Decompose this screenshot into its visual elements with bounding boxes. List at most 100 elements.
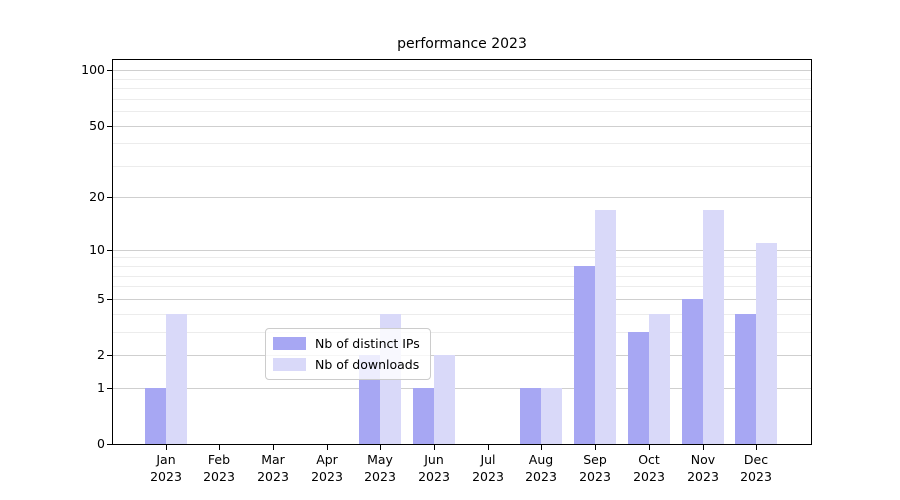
x-tick-mark: [703, 445, 704, 450]
bar-distinct-ips-nov: [682, 298, 703, 444]
legend-swatch-distinct-ips: [273, 337, 306, 350]
x-tick-month: Jun: [424, 452, 444, 467]
gridline-major: [113, 388, 811, 389]
legend: Nb of distinct IPs Nb of downloads: [265, 328, 431, 380]
gridline-major: [113, 70, 811, 71]
x-tick-label-oct: Oct 2023: [619, 451, 679, 485]
legend-label-distinct-ips: Nb of distinct IPs: [315, 336, 420, 351]
x-tick-year: 2023: [311, 469, 343, 484]
bar-downloads-jan: [166, 313, 187, 444]
x-tick-label-jan: Jan 2023: [136, 451, 196, 485]
y-tick-label: 50: [89, 118, 105, 133]
x-tick-month: Mar: [261, 452, 285, 467]
x-tick-year: 2023: [364, 469, 396, 484]
bar-downloads-nov: [703, 209, 724, 444]
chart-title: performance 2023: [397, 36, 527, 52]
bar-downloads-sep: [595, 209, 616, 444]
x-tick-mark: [166, 445, 167, 450]
bar-downloads-aug: [541, 387, 562, 444]
bar-downloads-oct: [649, 313, 670, 444]
y-tick-mark: [107, 388, 112, 389]
y-tick-mark: [107, 70, 112, 71]
gridline-minor: [113, 79, 811, 80]
x-tick-year: 2023: [740, 469, 772, 484]
x-tick-year: 2023: [203, 469, 235, 484]
x-tick-month: Dec: [743, 452, 769, 467]
x-tick-year: 2023: [525, 469, 557, 484]
x-tick-month: Jul: [480, 452, 496, 467]
x-tick-month: Apr: [316, 452, 338, 467]
y-tick-label: 10: [89, 242, 105, 257]
y-tick-label: 0: [97, 436, 105, 451]
x-tick-year: 2023: [257, 469, 289, 484]
x-tick-year: 2023: [472, 469, 504, 484]
x-tick-month: Oct: [638, 452, 660, 467]
gridline-minor: [113, 143, 811, 144]
bar-distinct-ips-jan: [145, 387, 166, 444]
y-tick-mark: [107, 250, 112, 251]
x-tick-year: 2023: [687, 469, 719, 484]
y-tick-label: 2: [97, 347, 105, 362]
y-tick-mark: [107, 444, 112, 445]
legend-label-downloads: Nb of downloads: [315, 357, 420, 372]
x-tick-mark: [273, 445, 274, 450]
x-tick-mark: [756, 445, 757, 450]
gridline-minor: [113, 266, 811, 267]
y-tick-label: 100: [81, 62, 105, 77]
x-tick-year: 2023: [579, 469, 611, 484]
x-tick-label-jul: Jul 2023: [458, 451, 518, 485]
legend-row-distinct-ips: Nb of distinct IPs: [273, 336, 420, 351]
gridline-minor: [113, 276, 811, 277]
x-tick-mark: [380, 445, 381, 450]
x-tick-mark: [219, 445, 220, 450]
gridline-minor: [113, 257, 811, 258]
y-tick-label: 5: [97, 291, 105, 306]
y-tick-mark: [107, 197, 112, 198]
bar-distinct-ips-sep: [574, 266, 595, 444]
x-tick-label-apr: Apr 2023: [297, 451, 357, 485]
y-tick-label: 20: [89, 189, 105, 204]
gridline-major: [113, 355, 811, 356]
y-tick-label: 1: [97, 380, 105, 395]
x-tick-label-aug: Aug 2023: [511, 451, 571, 485]
x-tick-month: Feb: [207, 452, 231, 467]
gridline-minor: [113, 166, 811, 167]
legend-swatch-downloads: [273, 358, 306, 371]
x-tick-mark: [541, 445, 542, 450]
x-tick-mark: [488, 445, 489, 450]
gridline-minor: [113, 111, 811, 112]
x-tick-year: 2023: [633, 469, 665, 484]
gridline-major: [113, 299, 811, 300]
x-tick-year: 2023: [150, 469, 182, 484]
x-tick-year: 2023: [418, 469, 450, 484]
y-tick-mark: [107, 126, 112, 127]
gridline-minor: [113, 99, 811, 100]
gridline-major: [113, 250, 811, 251]
bar-downloads-dec: [756, 242, 777, 444]
bar-distinct-ips-dec: [735, 313, 756, 444]
x-tick-label-may: May 2023: [350, 451, 410, 485]
x-tick-label-feb: Feb 2023: [189, 451, 249, 485]
x-tick-mark: [327, 445, 328, 450]
x-tick-label-sep: Sep 2023: [565, 451, 625, 485]
gridline-minor: [113, 332, 811, 333]
x-tick-mark: [434, 445, 435, 450]
x-tick-label-dec: Dec 2023: [726, 451, 786, 485]
plot-area: [112, 59, 812, 445]
x-tick-mark: [649, 445, 650, 450]
bar-distinct-ips-aug: [520, 387, 541, 444]
x-tick-label-mar: Mar 2023: [243, 451, 303, 485]
x-tick-month: Nov: [690, 452, 716, 467]
bar-distinct-ips-jun: [413, 387, 434, 444]
legend-row-downloads: Nb of downloads: [273, 357, 420, 372]
gridline-major: [113, 197, 811, 198]
gridline-major: [113, 126, 811, 127]
x-tick-label-jun: Jun 2023: [404, 451, 464, 485]
x-tick-mark: [595, 445, 596, 450]
gridline-minor: [113, 286, 811, 287]
x-tick-month: Aug: [528, 452, 554, 467]
x-tick-month: Jan: [156, 452, 176, 467]
gridline-minor: [113, 88, 811, 89]
bar-downloads-jun: [434, 355, 455, 444]
